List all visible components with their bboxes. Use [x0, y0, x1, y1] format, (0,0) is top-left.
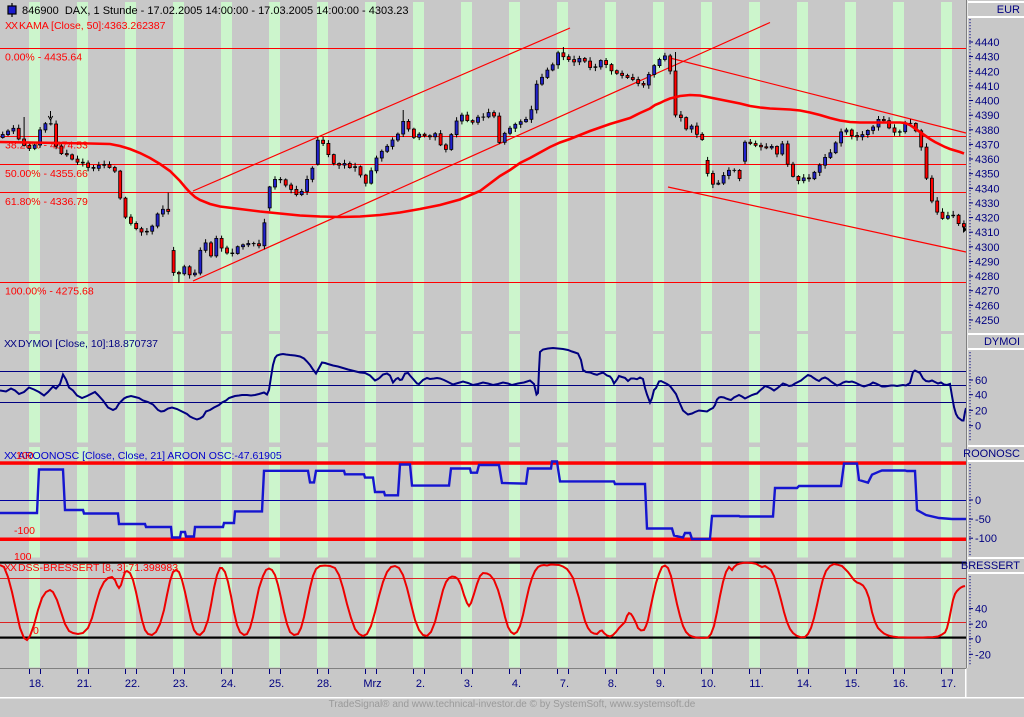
- svg-text:7.: 7.: [560, 678, 569, 690]
- svg-text:3.: 3.: [464, 678, 473, 690]
- svg-text:-50: -50: [975, 514, 991, 526]
- svg-text:2.: 2.: [416, 678, 425, 690]
- svg-text:4380: 4380: [975, 125, 999, 137]
- svg-text:23.: 23.: [173, 678, 188, 690]
- svg-text:4290: 4290: [975, 257, 999, 269]
- svg-text:XX AROONOSC [Close, Close, 21]: XX AROONOSC [Close, Close, 21] AROON OSC…: [4, 450, 282, 462]
- svg-text:60: 60: [975, 375, 987, 387]
- svg-text:4370: 4370: [975, 139, 999, 151]
- svg-text:XX DSS-BRESSERT [8, 3]:71.3989: XX DSS-BRESSERT [8, 3]:71.398983: [4, 562, 178, 574]
- svg-text:4360: 4360: [975, 154, 999, 166]
- svg-text:4280: 4280: [975, 271, 999, 283]
- svg-text:ROONOSC: ROONOSC: [963, 448, 1020, 460]
- svg-text:9.: 9.: [656, 678, 665, 690]
- svg-text:17.: 17.: [941, 678, 956, 690]
- svg-text:50.00% - 4355.66: 50.00% - 4355.66: [5, 168, 88, 180]
- svg-text:4340: 4340: [975, 183, 999, 195]
- svg-text:22.: 22.: [125, 678, 140, 690]
- svg-text:100: 100: [14, 551, 32, 563]
- svg-text:4330: 4330: [975, 198, 999, 210]
- svg-text:XX KAMA [Close, 50]:4363.26238: XX KAMA [Close, 50]:4363.262387: [5, 20, 166, 32]
- svg-text:28.: 28.: [317, 678, 332, 690]
- svg-text:XX DYMOI [Close, 10]:18.870737: XX DYMOI [Close, 10]:18.870737: [4, 338, 158, 350]
- svg-text:0: 0: [975, 421, 981, 433]
- svg-text:61.80% - 4336.79: 61.80% - 4336.79: [5, 196, 88, 208]
- svg-text:10.: 10.: [701, 678, 716, 690]
- svg-text:4260: 4260: [975, 300, 999, 312]
- svg-text:8.: 8.: [608, 678, 617, 690]
- svg-text:EUR: EUR: [997, 4, 1020, 16]
- svg-text:11.: 11.: [749, 678, 763, 690]
- svg-text:4270: 4270: [975, 286, 999, 298]
- svg-text:0.00% - 4435.64: 0.00% - 4435.64: [5, 52, 82, 64]
- svg-text:-100: -100: [975, 533, 997, 545]
- svg-text:16.: 16.: [893, 678, 908, 690]
- svg-text:100: 100: [16, 450, 34, 462]
- svg-text:0: 0: [975, 634, 981, 646]
- svg-text:4400: 4400: [975, 96, 999, 108]
- svg-text:4440: 4440: [975, 37, 999, 49]
- svg-text:0: 0: [33, 625, 39, 637]
- svg-text:4430: 4430: [975, 52, 999, 64]
- svg-text:21.: 21.: [77, 678, 92, 690]
- svg-text:4310: 4310: [975, 227, 999, 239]
- svg-text:-20: -20: [975, 649, 991, 661]
- svg-text:4250: 4250: [975, 315, 999, 327]
- svg-text:24.: 24.: [221, 678, 236, 690]
- svg-text:40: 40: [975, 604, 987, 616]
- svg-text:4350: 4350: [975, 169, 999, 181]
- svg-text:25.: 25.: [269, 678, 284, 690]
- svg-text:4410: 4410: [975, 81, 999, 93]
- svg-text:-100: -100: [14, 525, 35, 537]
- svg-text:100.00% - 4275.68: 100.00% - 4275.68: [5, 286, 94, 298]
- svg-text:Mrz: Mrz: [363, 678, 381, 690]
- svg-text:4420: 4420: [975, 66, 999, 78]
- svg-text:4.: 4.: [512, 678, 521, 690]
- svg-text:TradeSignal® and www.technical: TradeSignal® and www.technical-investor.…: [329, 699, 696, 710]
- svg-text:18.: 18.: [29, 678, 44, 690]
- svg-text:0: 0: [975, 495, 981, 507]
- svg-text:20: 20: [975, 619, 987, 631]
- svg-text:40: 40: [975, 390, 987, 402]
- svg-text:4390: 4390: [975, 110, 999, 122]
- svg-text:15.: 15.: [845, 678, 860, 690]
- svg-text:DYMOI: DYMOI: [984, 336, 1020, 348]
- svg-text:20: 20: [975, 405, 987, 417]
- svg-text:14.: 14.: [797, 678, 812, 690]
- svg-text:4320: 4320: [975, 213, 999, 225]
- svg-text:BRESSERT: BRESSERT: [961, 560, 1020, 572]
- svg-text:846900 DAX, 1 Stunde - 17.02.: 846900 DAX, 1 Stunde - 17.02.2005 14:00:…: [22, 5, 409, 17]
- svg-text:4300: 4300: [975, 242, 999, 254]
